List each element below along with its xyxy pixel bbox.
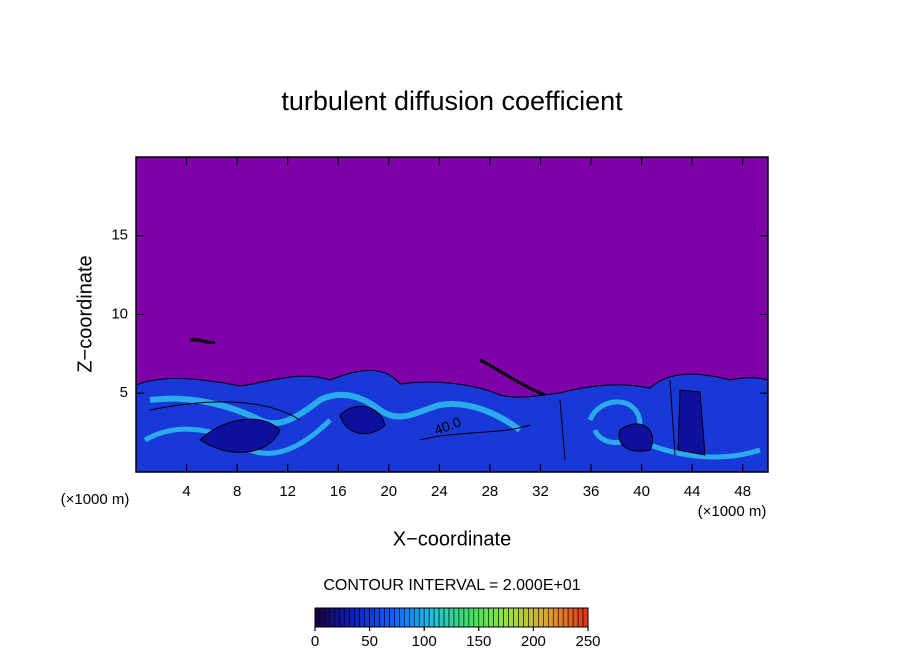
colorbar-cell xyxy=(428,607,435,628)
colorbar-cell xyxy=(399,607,405,628)
colorbar-tick-label: 200 xyxy=(521,633,546,650)
colorbar-tick-label: 100 xyxy=(412,633,437,650)
x-tick-label: 20 xyxy=(380,483,397,500)
colorbar-cell xyxy=(404,607,410,628)
x-axis-label: X−coordinate xyxy=(393,528,511,550)
colorbar-cell xyxy=(572,607,579,628)
colorbar-cell xyxy=(488,607,494,628)
colorbar-cell xyxy=(567,607,574,628)
colorbar-cell xyxy=(458,607,465,628)
colorbar-cell xyxy=(394,607,400,628)
colorbar-cell xyxy=(538,607,544,628)
x-tick-label: 12 xyxy=(279,483,296,500)
x-tick-label: 28 xyxy=(482,483,499,500)
x-tick-label: 48 xyxy=(734,483,751,500)
colorbar-cell xyxy=(314,607,321,628)
x-tick-label: 44 xyxy=(684,483,701,500)
colorbar-cell xyxy=(562,607,569,628)
field xyxy=(136,338,768,472)
x-unit-label: (×1000 m) xyxy=(61,491,130,508)
colorbar-cell xyxy=(582,607,589,628)
colorbar-cell xyxy=(339,607,346,628)
colorbar-cell xyxy=(324,607,331,628)
colorbar-cell xyxy=(344,607,351,628)
field-swirl xyxy=(149,391,522,433)
colorbar-tick-label: 0 xyxy=(311,633,319,650)
colorbar-cell xyxy=(433,607,440,628)
colorbar-cell xyxy=(413,607,420,628)
colorbar-cell xyxy=(463,607,470,628)
x-unit-label: (×1000 m) xyxy=(698,503,767,520)
colorbar-cell xyxy=(409,607,415,628)
colorbar-frame xyxy=(314,607,589,628)
y-tick-label: 15 xyxy=(111,227,128,244)
colorbar-cell xyxy=(359,607,365,628)
colorbar-cell xyxy=(478,607,485,628)
colorbar-cell xyxy=(443,607,450,628)
x-tick-label: 4 xyxy=(182,483,190,500)
field-contour xyxy=(189,338,546,397)
colorbar-cell xyxy=(379,607,385,628)
colorbar-cell xyxy=(334,607,341,628)
colorbar-cell xyxy=(547,607,554,628)
y-tick-label: 5 xyxy=(120,384,128,401)
colorbar-cell xyxy=(577,607,584,628)
colorbar-cell xyxy=(349,607,356,628)
colorbar-cell xyxy=(508,607,514,628)
y-axis-label: Z−coordinate xyxy=(74,255,96,372)
colorbar-cell xyxy=(389,607,395,628)
colorbar-cell xyxy=(498,607,504,628)
colorbar-cell xyxy=(552,607,559,628)
x-tick-label: 32 xyxy=(532,483,549,500)
colorbar-cell xyxy=(354,607,360,628)
colorbar-cell xyxy=(374,607,380,628)
x-tick-label: 8 xyxy=(233,483,241,500)
colorbar-cell xyxy=(384,607,390,628)
field-core xyxy=(199,389,706,456)
colorbar-cell xyxy=(493,607,499,628)
colorbar-cell xyxy=(523,607,529,628)
colorbar-cell xyxy=(513,607,519,628)
colorbar-cell xyxy=(543,607,549,628)
colorbar-cell xyxy=(319,607,326,628)
colorbar-tick-label: 150 xyxy=(466,633,491,650)
colorbar-cell xyxy=(418,607,425,628)
colorbar-tick-label: 50 xyxy=(361,633,378,650)
colorbar-cell xyxy=(329,607,336,628)
colorbar-tick-label: 250 xyxy=(575,633,600,650)
colorbar-cell xyxy=(557,607,564,628)
colorbar-cell xyxy=(438,607,445,628)
colorbar-cell xyxy=(423,607,430,628)
x-tick-label: 24 xyxy=(431,483,448,500)
field-contour xyxy=(149,379,676,461)
x-tick-label: 16 xyxy=(330,483,347,500)
colorbar-cell xyxy=(364,607,370,628)
x-tick-label: 40 xyxy=(633,483,650,500)
colorbar-cell xyxy=(448,607,455,628)
colorbar-cell xyxy=(473,607,480,628)
colorbar-cell xyxy=(503,607,509,628)
x-tick-label: 36 xyxy=(583,483,600,500)
colorbar-cell xyxy=(533,607,539,628)
y-tick-label: 10 xyxy=(111,305,128,322)
contour-interval: CONTOUR INTERVAL = 2.000E+01 xyxy=(323,577,580,594)
chart-title: turbulent diffusion coefficient xyxy=(281,86,623,116)
colorbar-cell xyxy=(528,607,534,628)
colorbar-cell xyxy=(468,607,475,628)
colorbar-cell xyxy=(483,607,490,628)
colorbar-cell xyxy=(453,607,460,628)
colorbar-cell xyxy=(518,607,524,628)
colorbar-cell xyxy=(369,607,375,628)
